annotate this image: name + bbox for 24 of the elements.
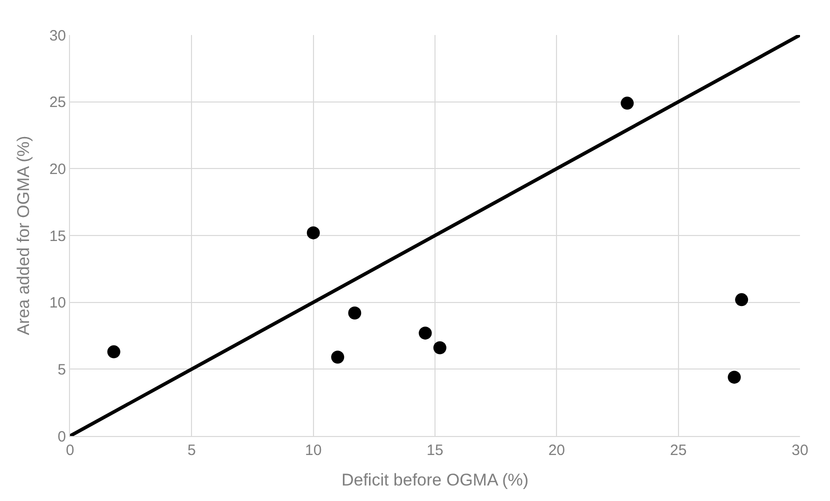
- y-tick-label: 15: [49, 228, 66, 245]
- point: [331, 350, 344, 364]
- y-tick-label: 5: [58, 361, 66, 378]
- point: [418, 326, 432, 340]
- y-tick-label: 0: [58, 428, 66, 446]
- point: [433, 341, 446, 354]
- point: [348, 306, 362, 320]
- x-tick-label: 5: [188, 442, 196, 459]
- point: [107, 345, 120, 358]
- y-axis-title: Area added for OGMA (%): [14, 136, 33, 336]
- x-tick-label: 25: [670, 442, 687, 459]
- x-tick-label: 20: [548, 442, 566, 459]
- point: [306, 226, 320, 240]
- y-tick-label: 20: [49, 160, 66, 178]
- x-tick-label: 15: [426, 442, 444, 459]
- x-tick-label: 30: [792, 442, 808, 459]
- point: [620, 96, 634, 110]
- point: [728, 370, 741, 384]
- y-tick-label: 10: [49, 294, 66, 312]
- y-tick-label: 30: [49, 27, 66, 44]
- y-tick-label: 25: [49, 94, 66, 112]
- point: [735, 293, 748, 306]
- x-tick-label: 10: [304, 442, 322, 459]
- x-axis-title: Deficit before OGMA (%): [341, 470, 529, 490]
